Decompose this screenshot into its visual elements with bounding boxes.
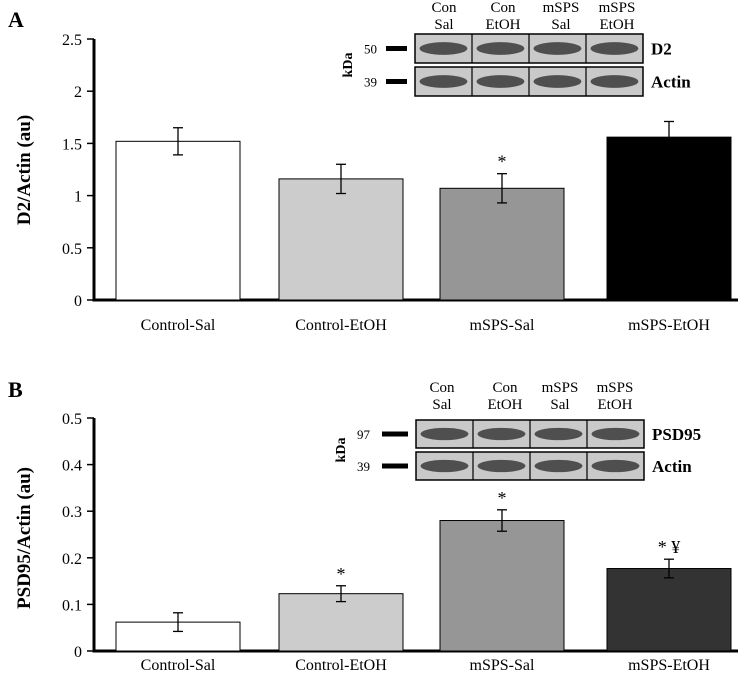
blot-band (420, 459, 469, 473)
y-tick-label: 1.5 (62, 136, 82, 153)
y-tick-label: 2 (74, 84, 82, 101)
blot-column-label: Sal (551, 17, 570, 33)
y-tick-label: 0.1 (62, 597, 82, 614)
blot-band (419, 75, 468, 88)
blot-band (590, 75, 639, 88)
category-label: mSPS-Sal (470, 317, 535, 334)
category-label: Control-EtOH (295, 657, 387, 674)
bar (115, 140, 241, 301)
blot-band (591, 427, 640, 441)
kda-unit-label: kDa (341, 53, 356, 78)
blot-band (533, 42, 582, 55)
blot-column-label: Sal (432, 397, 451, 413)
significance-marker: * (337, 564, 346, 584)
bar (439, 520, 565, 652)
blot-band (534, 427, 583, 441)
blot-band (591, 459, 640, 473)
blot-column-label: Con (490, 0, 516, 16)
blot-band (533, 75, 582, 88)
y-tick-label: 0 (74, 293, 82, 310)
blot-column-label: Con (431, 0, 457, 16)
blot-band (477, 427, 526, 441)
kda-marker: 39 (357, 459, 370, 474)
category-label: Control-EtOH (295, 317, 387, 334)
category-label: mSPS-Sal (470, 657, 535, 674)
blot-band (419, 42, 468, 55)
y-tick-label: 2.5 (62, 32, 82, 49)
kda-marker: 39 (364, 75, 377, 90)
blot-band (590, 42, 639, 55)
kda-marker: 97 (357, 427, 371, 442)
blot-column-label: Con (429, 380, 455, 396)
panel-letter: A (8, 7, 24, 32)
y-tick-label: 1 (74, 189, 82, 206)
blot-band (476, 42, 525, 55)
blot-protein-label: Actin (651, 73, 691, 92)
bar (606, 568, 732, 652)
y-tick-label: 0.5 (62, 241, 82, 258)
y-tick-label: 0.4 (62, 458, 82, 475)
blot-protein-label: D2 (651, 40, 672, 59)
y-tick-label: 0.3 (62, 504, 82, 521)
blot-column-label: Con (492, 380, 518, 396)
category-label: mSPS-EtOH (628, 657, 710, 674)
y-axis-label: PSD95/Actin (au) (14, 467, 35, 609)
kda-unit-label: kDa (334, 438, 349, 463)
blot-column-label: Sal (550, 397, 569, 413)
significance-marker: * (498, 488, 507, 508)
chart-panel-a: A D2/Actin (au) 0 0.5 1 1.5 2 2.5 Control-Sal Con… (8, 0, 738, 334)
blot-column-label: mSPS (597, 380, 634, 396)
panel-letter: B (8, 377, 23, 402)
chart-panel-b: B PSD95/Actin (au) 0 0.1 0.2 0.3 0.4 0.5 Control… (8, 377, 738, 674)
blot-column-label: EtOH (600, 17, 635, 33)
bar (278, 178, 404, 301)
bar (278, 593, 404, 652)
blot-protein-label: PSD95 (652, 425, 701, 444)
y-axis-label: D2/Actin (au) (14, 115, 35, 225)
blot-band (534, 459, 583, 473)
blot-column-label: mSPS (543, 0, 580, 16)
y-tick-label: 0.5 (62, 411, 82, 428)
bar (606, 136, 732, 301)
y-tick-label: 0 (74, 644, 82, 661)
blot-column-label: EtOH (598, 397, 633, 413)
y-tick-label: 0.2 (62, 551, 82, 568)
blot-column-label: mSPS (599, 0, 636, 16)
blot-band (420, 427, 469, 441)
category-label: mSPS-EtOH (628, 317, 710, 334)
blot-column-label: EtOH (486, 17, 521, 33)
kda-marker: 50 (364, 42, 377, 57)
significance-marker: * ¥ (658, 537, 681, 557)
category-label: Control-Sal (141, 317, 216, 334)
blot-column-label: mSPS (542, 380, 579, 396)
category-label: Control-Sal (141, 657, 216, 674)
blot-band (477, 459, 526, 473)
significance-marker: * (498, 152, 507, 172)
blot-band (476, 75, 525, 88)
bar (439, 187, 565, 301)
blot-column-label: Sal (434, 17, 453, 33)
blot-protein-label: Actin (652, 457, 692, 476)
blot-column-label: EtOH (488, 397, 523, 413)
